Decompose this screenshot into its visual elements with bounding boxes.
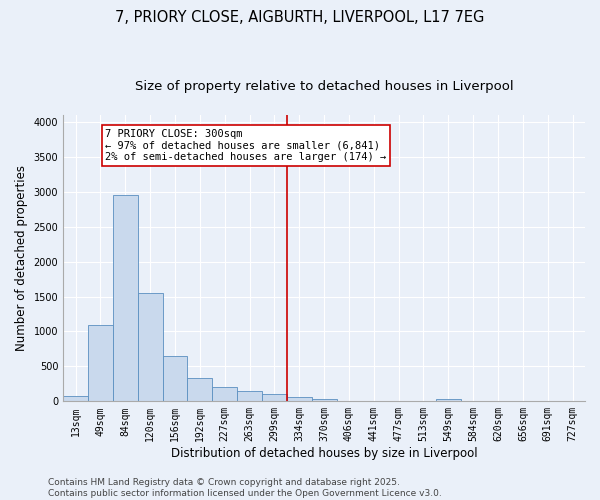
Bar [337,400,361,402]
Title: Size of property relative to detached houses in Liverpool: Size of property relative to detached ho… [135,80,514,93]
Bar [311,399,337,402]
Bar [212,388,237,402]
Bar [63,396,88,402]
Bar [287,398,311,402]
Y-axis label: Number of detached properties: Number of detached properties [15,165,28,351]
X-axis label: Distribution of detached houses by size in Liverpool: Distribution of detached houses by size … [171,447,478,460]
Bar [88,324,113,402]
Text: 7, PRIORY CLOSE, AIGBURTH, LIVERPOOL, L17 7EG: 7, PRIORY CLOSE, AIGBURTH, LIVERPOOL, L1… [115,10,485,25]
Bar [436,399,461,402]
Text: 7 PRIORY CLOSE: 300sqm
← 97% of detached houses are smaller (6,841)
2% of semi-d: 7 PRIORY CLOSE: 300sqm ← 97% of detached… [106,129,386,162]
Bar [138,293,163,402]
Bar [163,356,187,402]
Bar [113,196,138,402]
Bar [237,390,262,402]
Bar [262,394,287,402]
Bar [187,378,212,402]
Text: Contains HM Land Registry data © Crown copyright and database right 2025.
Contai: Contains HM Land Registry data © Crown c… [48,478,442,498]
